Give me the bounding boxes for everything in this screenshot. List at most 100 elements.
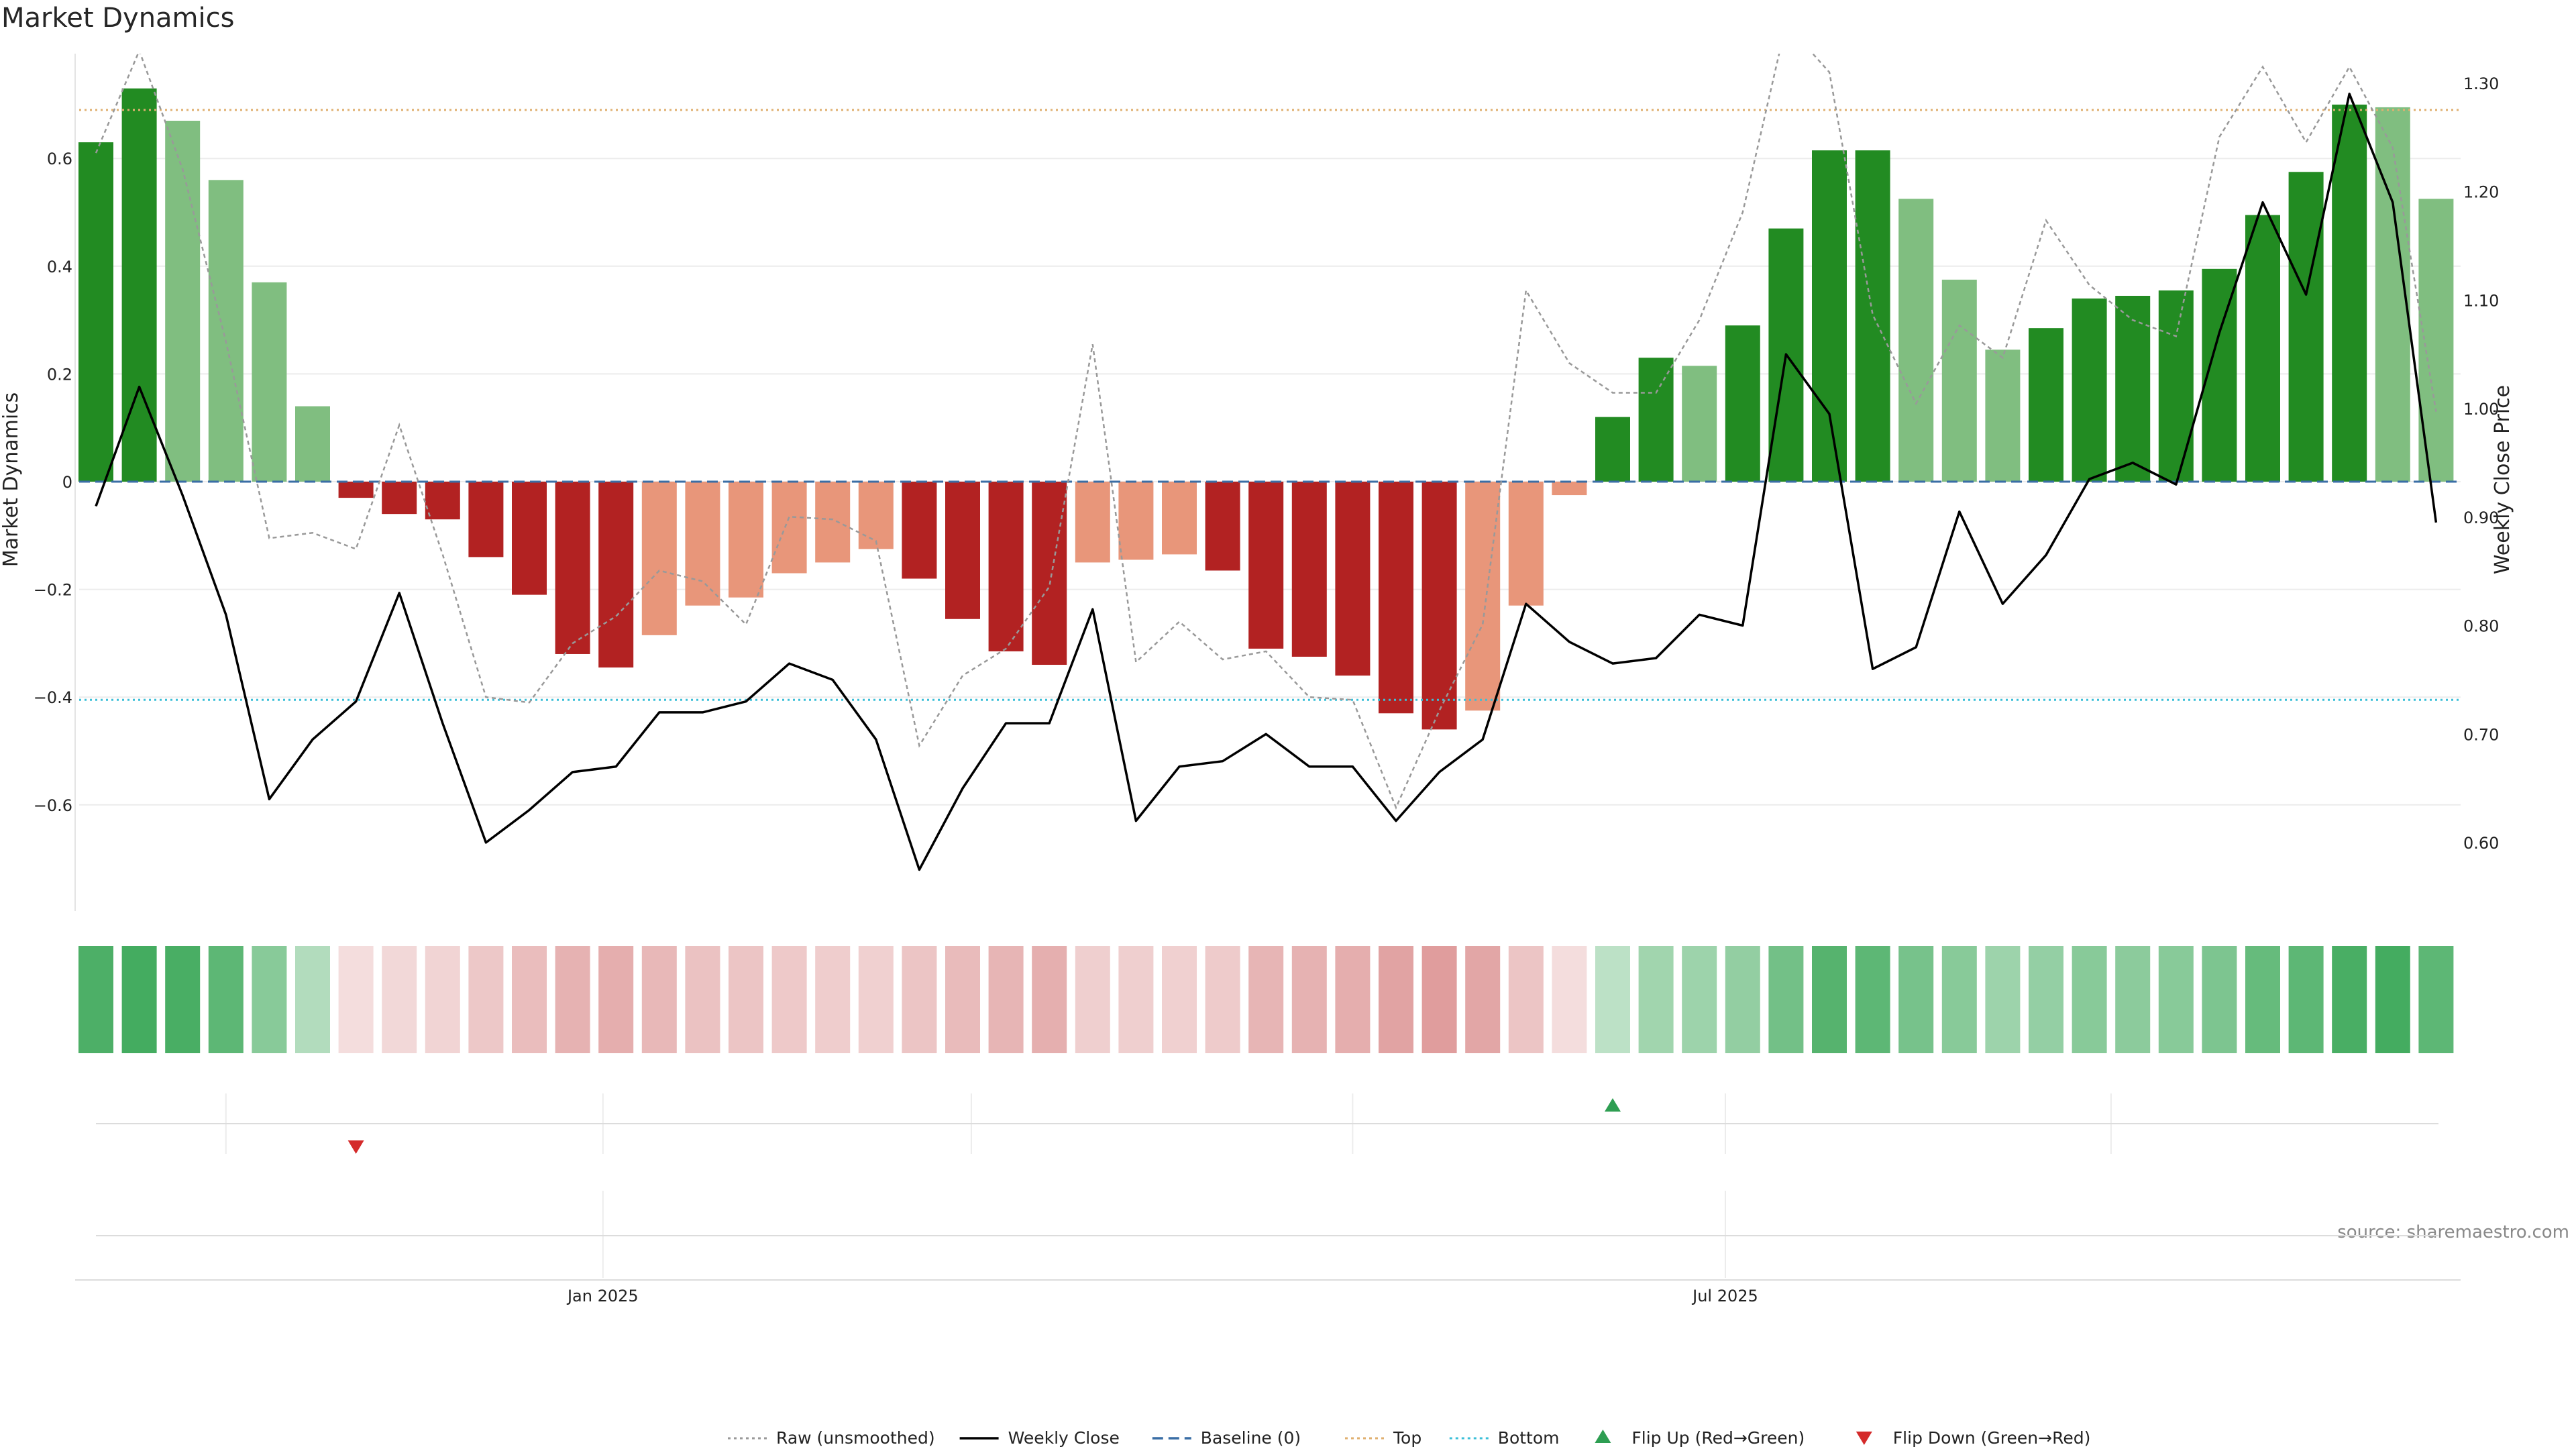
- bar: [295, 406, 330, 482]
- legend-label: Raw (unsmoothed): [776, 1428, 935, 1448]
- bar: [208, 180, 244, 482]
- heatmap-cell: [468, 946, 504, 1053]
- y-tick-label: −0.6: [34, 796, 72, 815]
- legend-label: Bottom: [1498, 1428, 1560, 1448]
- heatmap-cell: [121, 946, 157, 1053]
- bar: [902, 482, 937, 579]
- heatmap-cell: [2332, 946, 2367, 1053]
- bar: [1595, 417, 1630, 482]
- heatmap-cell: [2072, 946, 2107, 1053]
- heatmap-cell: [382, 946, 417, 1053]
- bar: [1248, 482, 1284, 649]
- y2-tick-label: 1.00: [2463, 400, 2499, 419]
- bar: [1291, 482, 1327, 657]
- bar: [1855, 150, 1890, 482]
- heatmap-cell: [1941, 946, 1977, 1053]
- legend-item-bottom: Bottom: [1449, 1428, 1560, 1448]
- bar: [729, 482, 763, 598]
- heatmap-cell: [598, 946, 634, 1053]
- y2-tick-label: 1.10: [2463, 291, 2499, 310]
- heatmap-cell: [1812, 946, 1847, 1053]
- bar: [338, 482, 374, 498]
- heatmap-cell: [1898, 946, 1934, 1053]
- axis-ticks: −0.6 −0.4 −0.2 0 0.2 0.4 0.6 0.60 0.70 0.80 0.90 1.…: [34, 54, 2499, 1305]
- bar: [1898, 199, 1934, 482]
- bar: [2029, 328, 2063, 482]
- heatmap-strip: [78, 946, 2454, 1053]
- heatmap-cell: [1118, 946, 1154, 1053]
- bar: [685, 482, 720, 606]
- heatmap-cell: [1291, 946, 1327, 1053]
- y2-tick-label: 0.90: [2463, 508, 2499, 527]
- heatmap-cell: [685, 946, 720, 1053]
- legend-item-flip_down: Flip Down (Green→Red): [1856, 1428, 2090, 1448]
- bar: [1508, 482, 1544, 606]
- bar: [1941, 279, 1977, 482]
- x-tick-label: Jul 2025: [1691, 1287, 1758, 1305]
- weekly-close-line: [95, 93, 2438, 871]
- heatmap-cell: [1032, 946, 1067, 1053]
- bar: [2158, 290, 2194, 482]
- bar: [815, 482, 851, 563]
- bar: [1118, 482, 1154, 560]
- legend-item-top: Top: [1345, 1428, 1421, 1448]
- legend-item-close: Weekly Close: [959, 1428, 1120, 1448]
- heatmap-cell: [858, 946, 894, 1053]
- heatmap-cell: [252, 946, 287, 1053]
- bar: [1335, 482, 1371, 676]
- bar: [78, 142, 113, 482]
- y2-axis-title: Weekly Close Price: [2491, 385, 2514, 574]
- bar: [1421, 482, 1457, 730]
- heatmap-cell: [815, 946, 851, 1053]
- heatmap-cell: [1248, 946, 1284, 1053]
- bar: [1552, 482, 1587, 496]
- bar: [1638, 358, 1674, 482]
- heatmap-cell: [208, 946, 244, 1053]
- bar: [165, 120, 201, 482]
- flip-panel: [96, 1093, 2438, 1278]
- legend-swatch: [1856, 1432, 1872, 1445]
- legend-label: Top: [1393, 1428, 1421, 1448]
- flip-down-marker: [347, 1140, 364, 1154]
- heatmap-cell: [2288, 946, 2324, 1053]
- bar: [252, 282, 287, 482]
- legend: Raw (unsmoothed) Weekly Close Baseline (0)…: [728, 1428, 2090, 1448]
- bar: [2332, 104, 2367, 482]
- y-tick-label: 0.2: [47, 365, 72, 384]
- heatmap-cell: [1508, 946, 1544, 1053]
- bar: [1812, 150, 1847, 482]
- bar: [1075, 482, 1110, 563]
- heatmap-cell: [1335, 946, 1371, 1053]
- chart-title: Market Dynamics: [1, 3, 234, 34]
- heatmap-cell: [771, 946, 807, 1053]
- heatmap-cell: [2245, 946, 2280, 1053]
- bar: [1162, 482, 1197, 555]
- heatmap-cell: [165, 946, 201, 1053]
- bar: [1725, 325, 1760, 482]
- heatmap-cell: [1855, 946, 1890, 1053]
- heatmap-cell: [2115, 946, 2151, 1053]
- y-axis-title: Market Dynamics: [0, 392, 23, 568]
- flip-up-marker: [1605, 1098, 1621, 1112]
- heatmap-cell: [641, 946, 677, 1053]
- y-tick-label: 0.4: [47, 258, 72, 276]
- heatmap-cell: [1638, 946, 1674, 1053]
- y-tick-label: −0.4: [34, 688, 72, 707]
- legend-label: Weekly Close: [1008, 1428, 1120, 1448]
- bar: [1032, 482, 1067, 665]
- legend-item-baseline: Baseline (0): [1152, 1428, 1301, 1448]
- y2-tick-label: 1.20: [2463, 183, 2499, 202]
- legend-item-flip_up: Flip Up (Red→Green): [1595, 1428, 1805, 1448]
- heatmap-cell: [555, 946, 590, 1053]
- heatmap-cell: [1162, 946, 1197, 1053]
- bar: [1205, 482, 1240, 571]
- bar: [2288, 172, 2324, 482]
- bar: [555, 482, 590, 654]
- legend-swatch: [1595, 1430, 1611, 1443]
- source-label: source: sharemaestro.com: [2337, 1222, 2569, 1242]
- heatmap-cell: [1682, 946, 1717, 1053]
- heatmap-cell: [1205, 946, 1240, 1053]
- y2-tick-label: 0.80: [2463, 617, 2499, 636]
- bar: [468, 482, 504, 557]
